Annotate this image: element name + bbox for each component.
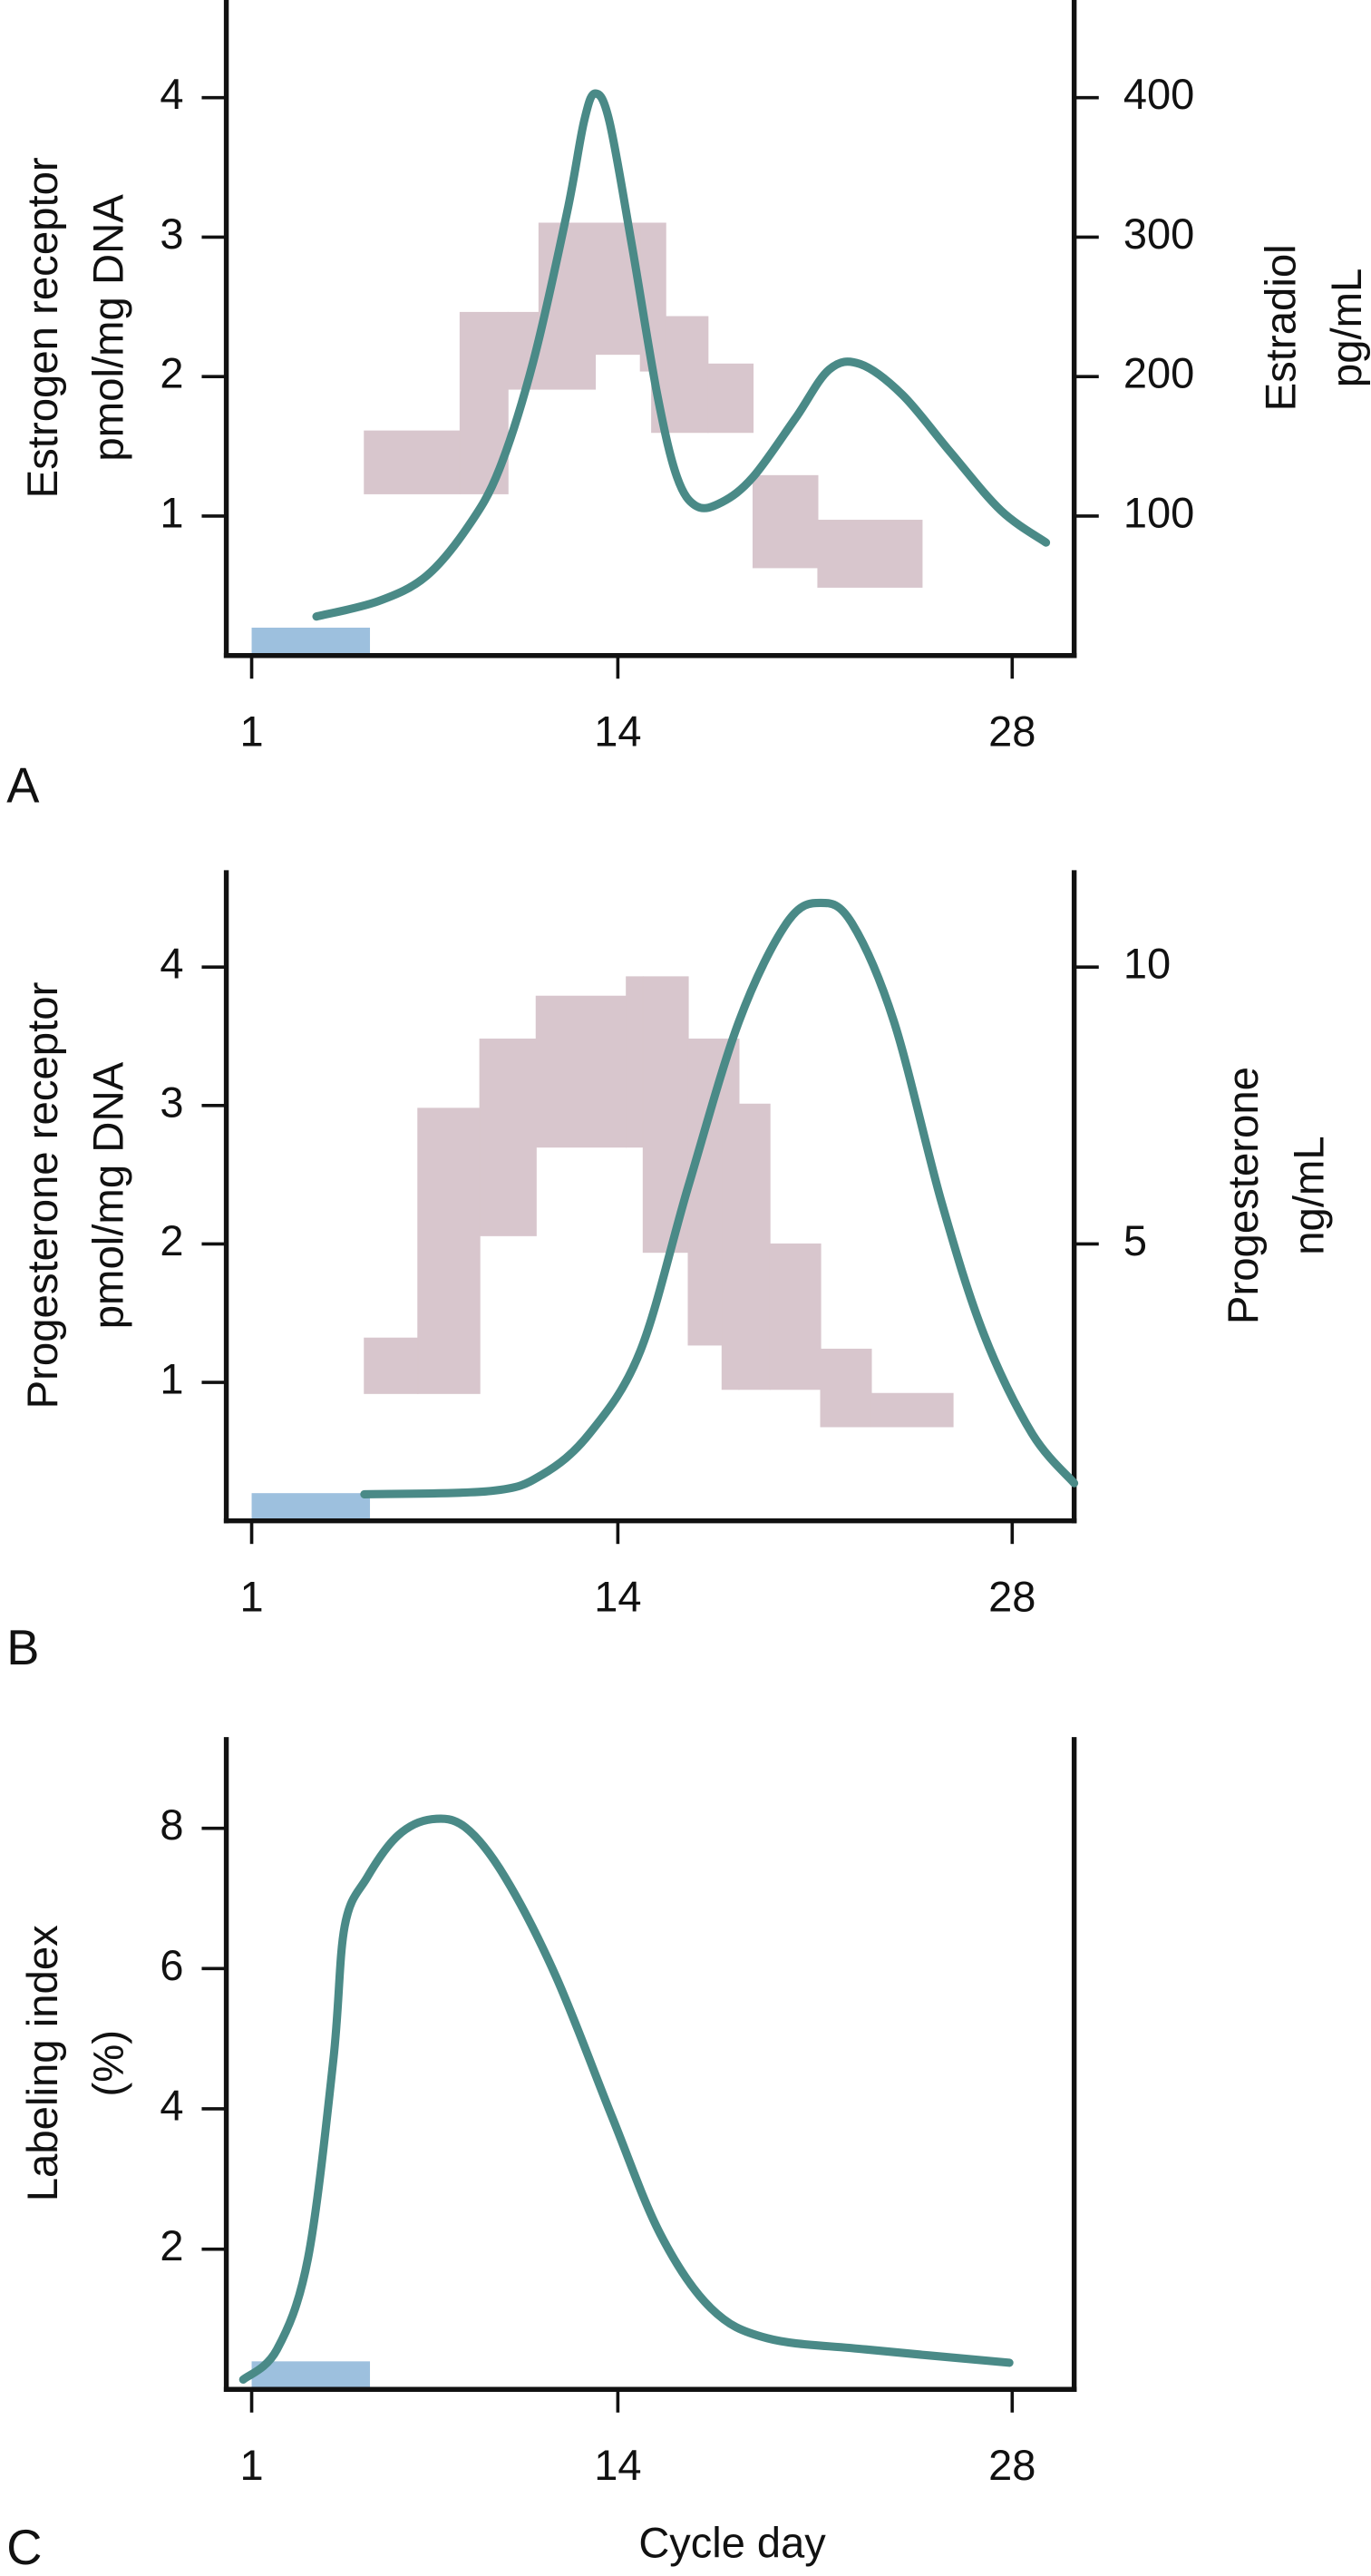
menses-bar bbox=[251, 627, 371, 656]
hormone-curve bbox=[360, 898, 1079, 1498]
y2-axis-label: pg/mL bbox=[1322, 268, 1370, 387]
y-tick-label: 1 bbox=[160, 1354, 183, 1402]
y2-axis-label: ng/mL bbox=[1284, 1136, 1332, 1254]
y-axis-label: pmol/mg DNA bbox=[84, 1061, 132, 1329]
y2-axis-label: Estradiol bbox=[1257, 244, 1305, 411]
y-tick-label: 4 bbox=[160, 940, 183, 988]
menses-bar bbox=[251, 1493, 371, 1521]
x-tick-label: 28 bbox=[988, 707, 1036, 755]
receptor-range bbox=[870, 1392, 954, 1428]
receptor-range bbox=[626, 976, 644, 1148]
receptor-range bbox=[817, 520, 923, 588]
x-tick-label: 28 bbox=[988, 1572, 1036, 1620]
panel-label: B bbox=[6, 1620, 39, 1675]
receptor-range bbox=[707, 363, 754, 434]
y2-tick-label: 300 bbox=[1123, 210, 1194, 258]
receptor-range bbox=[364, 1337, 419, 1394]
x-tick-label: 1 bbox=[239, 1572, 263, 1620]
y-tick-label: 3 bbox=[160, 210, 183, 258]
receptor-range bbox=[417, 1107, 481, 1394]
x-tick-label: 1 bbox=[239, 707, 263, 755]
panel-label: C bbox=[6, 2520, 42, 2575]
x-tick-label: 14 bbox=[594, 2441, 641, 2489]
y-tick-label: 6 bbox=[160, 1941, 183, 1989]
hormone-curve bbox=[238, 1814, 1014, 2385]
x-tick-label: 14 bbox=[594, 1572, 641, 1620]
receptor-range bbox=[364, 430, 461, 494]
receptor-range bbox=[820, 1348, 872, 1428]
y2-tick-label: 400 bbox=[1123, 70, 1194, 118]
x-tick-label: 14 bbox=[594, 707, 641, 755]
y-axis-label: pmol/mg DNA bbox=[84, 194, 132, 462]
y2-tick-label: 10 bbox=[1123, 940, 1171, 988]
y-tick-label: 1 bbox=[160, 488, 183, 536]
y-tick-label: 4 bbox=[160, 2081, 183, 2129]
y-axis-label: Estrogen receptor bbox=[18, 157, 66, 498]
y-tick-label: 2 bbox=[160, 1216, 183, 1264]
y2-tick-label: 5 bbox=[1123, 1216, 1147, 1264]
y-axis-label: (%) bbox=[84, 2030, 132, 2097]
y2-axis-label: Progesterone bbox=[1219, 1067, 1267, 1324]
x-axis-label: Cycle day bbox=[638, 2519, 826, 2567]
y-tick-label: 8 bbox=[160, 1800, 183, 1849]
receptor-range bbox=[738, 1103, 771, 1390]
hormone-curve bbox=[312, 89, 1051, 621]
receptor-range bbox=[665, 316, 709, 434]
y2-tick-label: 100 bbox=[1123, 488, 1194, 536]
x-tick-label: 1 bbox=[239, 2441, 263, 2489]
y-axis-label: Progesterone receptor bbox=[18, 982, 66, 1410]
receptor-range bbox=[479, 1039, 537, 1236]
y-tick-label: 4 bbox=[160, 70, 183, 118]
x-tick-label: 28 bbox=[988, 2441, 1036, 2489]
receptor-range bbox=[535, 995, 627, 1148]
panel-label: A bbox=[6, 757, 40, 813]
menses-bar bbox=[251, 2361, 371, 2390]
y-tick-label: 3 bbox=[160, 1078, 183, 1126]
receptor-range bbox=[752, 474, 819, 569]
y2-tick-label: 200 bbox=[1123, 349, 1194, 397]
receptor-range bbox=[721, 1039, 740, 1390]
y-tick-label: 2 bbox=[160, 349, 183, 397]
y-tick-label: 2 bbox=[160, 2221, 183, 2269]
receptor-range bbox=[769, 1243, 822, 1390]
y-axis-label: Labeling index bbox=[18, 1925, 66, 2202]
